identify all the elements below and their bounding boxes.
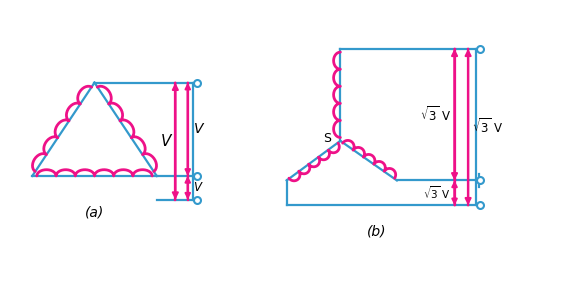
Text: V: V <box>193 181 201 194</box>
Text: V: V <box>195 122 204 136</box>
Text: $\sqrt{3}$ V: $\sqrt{3}$ V <box>471 118 503 136</box>
Text: $\sqrt{3}$ V: $\sqrt{3}$ V <box>420 105 451 124</box>
Text: $\sqrt{3}$ V: $\sqrt{3}$ V <box>423 185 451 201</box>
Text: (b): (b) <box>367 224 387 238</box>
Text: S: S <box>323 132 331 145</box>
Text: V: V <box>160 134 171 149</box>
Text: (a): (a) <box>85 206 104 220</box>
